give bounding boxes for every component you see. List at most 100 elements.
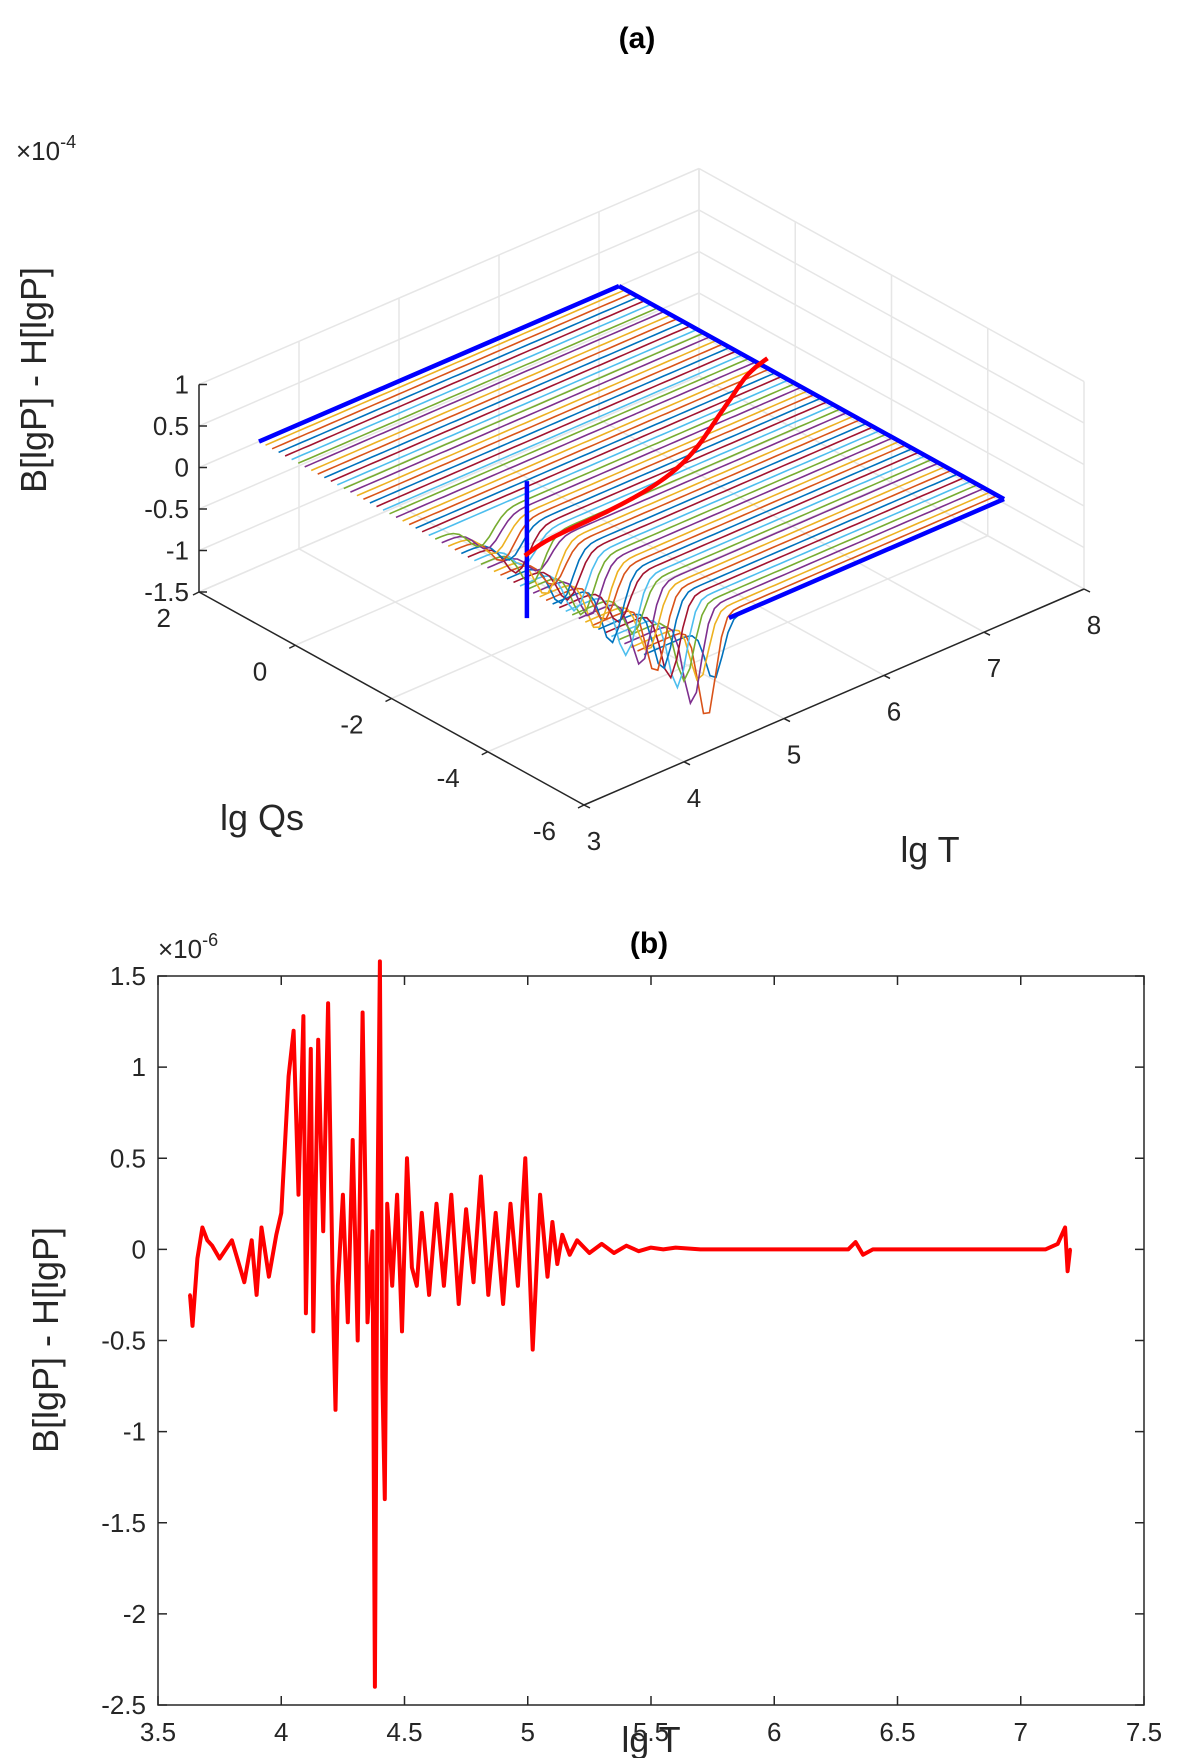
data-point — [1043, 1247, 1047, 1251]
panel-a-z-multiplier: ×10-4 — [16, 132, 76, 166]
surface-line — [578, 462, 940, 666]
data-point — [375, 1211, 379, 1215]
data-point — [205, 1238, 209, 1242]
data-point — [624, 1244, 629, 1248]
surface-line — [552, 447, 913, 644]
grid-backwall-z — [198, 375, 700, 593]
surface-line — [500, 418, 861, 586]
data-point — [587, 1251, 592, 1255]
y-tick-mark — [385, 697, 392, 703]
panel-a-title: (a) — [619, 22, 656, 55]
surface-line — [487, 411, 848, 572]
y-tick-label: 1.5 — [110, 961, 146, 991]
grid-backwall-z — [198, 292, 700, 510]
x-tick-label: 6 — [767, 1717, 781, 1747]
red-ridge — [523, 356, 769, 558]
data-point — [649, 1246, 653, 1250]
edge-qs-max — [258, 284, 620, 444]
surface-line — [519, 429, 881, 613]
y-tick-label: -2 — [340, 710, 363, 740]
x-tick-label: 4 — [687, 783, 701, 813]
surface-line — [317, 317, 679, 475]
data-point — [378, 959, 382, 964]
panel-a-grid — [198, 167, 1085, 806]
data-point — [415, 1284, 419, 1288]
x-tick-label: 5.5 — [633, 1717, 669, 1747]
z-tick-label: 1 — [175, 370, 189, 400]
grid-sidewall-z — [698, 250, 1085, 466]
surface-line — [545, 444, 907, 620]
surface-line — [506, 422, 868, 605]
surface-line — [369, 346, 731, 504]
data-point — [259, 1225, 264, 1230]
surface-line — [291, 303, 652, 461]
x-tick-label: 5 — [521, 1717, 535, 1747]
data-point — [969, 1247, 974, 1251]
data-point — [516, 1284, 520, 1288]
surface-line — [617, 483, 979, 683]
data-point — [508, 1202, 513, 1206]
y-tick-label: 0 — [132, 1234, 146, 1264]
surface-line — [382, 353, 744, 511]
x-tick-label: 3.5 — [140, 1717, 176, 1747]
x-tick-label: 6.5 — [879, 1717, 915, 1747]
surface-line — [565, 454, 927, 657]
y-tick-label: 0 — [253, 656, 267, 686]
data-point — [427, 1293, 431, 1297]
surface-line — [363, 343, 724, 501]
surface-line — [271, 292, 633, 450]
data-point — [195, 1256, 199, 1261]
x-tick-label: 3 — [587, 826, 601, 856]
data-point — [698, 1247, 702, 1251]
panel-a-y-label: lg Qs — [220, 797, 304, 838]
data-point — [361, 1010, 365, 1015]
surface-line — [395, 361, 757, 519]
surface-line — [415, 371, 776, 529]
data-point — [400, 1329, 404, 1333]
data-point — [311, 1329, 315, 1333]
y-tick-label: -6 — [533, 816, 556, 846]
data-point — [501, 1302, 505, 1306]
data-point — [920, 1247, 924, 1251]
x-tick-mark — [783, 717, 791, 723]
surface-line — [532, 436, 894, 617]
surface-line — [350, 335, 711, 493]
x-tick-mark — [883, 674, 891, 680]
data-point — [560, 1233, 564, 1237]
data-point — [410, 1266, 414, 1270]
data-point — [471, 1280, 476, 1284]
x-tick-mark — [983, 631, 991, 636]
y-tick-label: -0.5 — [101, 1326, 146, 1356]
data-point — [822, 1247, 826, 1251]
panel-b-y-multiplier: ×10-6 — [158, 930, 218, 964]
data-point — [661, 1247, 665, 1251]
y-tick-mark — [481, 751, 489, 756]
panel-a-axes — [198, 384, 1085, 806]
grid-sidewall-z — [698, 209, 1085, 424]
data-point — [420, 1211, 424, 1215]
x-tick-label: 4 — [274, 1717, 288, 1747]
data-point — [274, 1233, 278, 1237]
data-point — [309, 1047, 313, 1051]
surface-line — [434, 382, 796, 548]
panel-b-ticks: 3.5 4 4.5 5 5.5 6 6.5 7 7.5 1.5 1 0.5 0 -0.5 -1 -1.5 -2 -… — [101, 961, 1162, 1747]
grid-backwall-z — [198, 209, 700, 427]
surface-line — [421, 375, 783, 533]
data-point — [945, 1247, 949, 1251]
data-point — [326, 1001, 330, 1005]
data-point — [365, 1320, 370, 1324]
data-point — [385, 1202, 389, 1206]
surface-line — [265, 288, 626, 446]
data-point — [895, 1247, 900, 1251]
data-point — [612, 1251, 616, 1255]
data-point — [390, 1284, 394, 1288]
data-point — [531, 1348, 535, 1352]
data-point — [464, 1207, 468, 1211]
panel-a-surface — [258, 284, 1006, 715]
data-point — [218, 1256, 222, 1261]
surface-line — [447, 390, 809, 555]
data-point — [575, 1238, 579, 1242]
y-tick-label: -2 — [123, 1599, 146, 1629]
